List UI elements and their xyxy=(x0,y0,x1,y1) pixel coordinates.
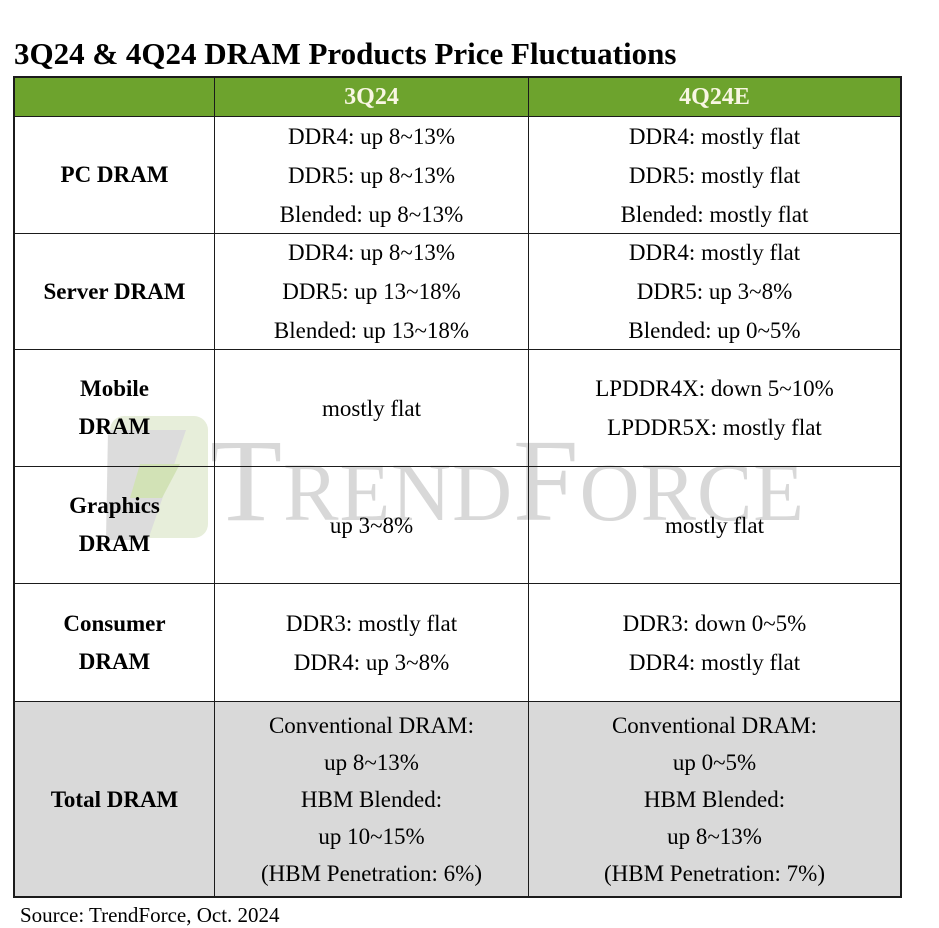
row-label-graphics-dram: Graphics DRAM xyxy=(15,467,215,584)
row-label-total-dram: Total DRAM xyxy=(15,702,215,896)
cell-graphics-dram-3q24: up 3~8% xyxy=(215,467,529,584)
cell-server-dram-3q24: DDR4: up 8~13% DDR5: up 13~18% Blended: … xyxy=(215,234,529,350)
cell-pc-dram-4q24e: DDR4: mostly flat DDR5: mostly flat Blen… xyxy=(529,117,900,234)
row-label-pc-dram: PC DRAM xyxy=(15,117,215,234)
row-label-consumer-dram: Consumer DRAM xyxy=(15,584,215,702)
row-label-server-dram: Server DRAM xyxy=(15,234,215,350)
cell-consumer-dram-3q24: DDR3: mostly flat DDR4: up 3~8% xyxy=(215,584,529,702)
row-label-mobile-dram: Mobile DRAM xyxy=(15,350,215,467)
page-title: 3Q24 & 4Q24 DRAM Products Price Fluctuat… xyxy=(14,36,677,71)
header-cell-3q24: 3Q24 xyxy=(215,78,529,117)
cell-graphics-dram-4q24e: mostly flat xyxy=(529,467,900,584)
cell-consumer-dram-4q24e: DDR3: down 0~5% DDR4: mostly flat xyxy=(529,584,900,702)
cell-server-dram-4q24e: DDR4: mostly flat DDR5: up 3~8% Blended:… xyxy=(529,234,900,350)
cell-mobile-dram-3q24: mostly flat xyxy=(215,350,529,467)
price-fluctuations-table: 3Q24 4Q24E PC DRAM DDR4: up 8~13% DDR5: … xyxy=(13,76,902,898)
cell-total-dram-3q24: Conventional DRAM: up 8~13% HBM Blended:… xyxy=(215,702,529,896)
cell-mobile-dram-4q24e: LPDDR4X: down 5~10% LPDDR5X: mostly flat xyxy=(529,350,900,467)
cell-total-dram-4q24e: Conventional DRAM: up 0~5% HBM Blended: … xyxy=(529,702,900,896)
header-cell-empty xyxy=(15,78,215,117)
header-cell-4q24e: 4Q24E xyxy=(529,78,900,117)
cell-pc-dram-3q24: DDR4: up 8~13% DDR5: up 8~13% Blended: u… xyxy=(215,117,529,234)
